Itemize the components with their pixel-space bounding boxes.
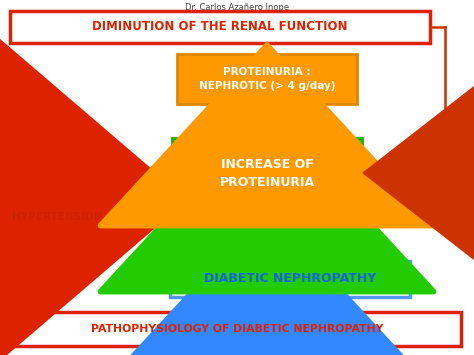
Text: DIMINUTION OF THE RENAL FUNCTION: DIMINUTION OF THE RENAL FUNCTION — [92, 21, 348, 33]
FancyBboxPatch shape — [177, 54, 357, 104]
FancyBboxPatch shape — [172, 138, 362, 208]
Text: PATHOPHYSIOLOGY OF DIABETIC NEPHROPATHY: PATHOPHYSIOLOGY OF DIABETIC NEPHROPATHY — [91, 324, 383, 334]
Text: Dr. Carlos Azañero Inope: Dr. Carlos Azañero Inope — [185, 2, 289, 11]
Text: HYPERTENSION: HYPERTENSION — [12, 212, 102, 222]
Text: DIABETIC NEPHROPATHY: DIABETIC NEPHROPATHY — [204, 273, 376, 285]
FancyBboxPatch shape — [170, 261, 410, 297]
FancyBboxPatch shape — [13, 312, 461, 346]
FancyBboxPatch shape — [10, 11, 430, 43]
Text: PROTEINURIA :
NEPHROTIC (> 4 g/day): PROTEINURIA : NEPHROTIC (> 4 g/day) — [199, 67, 335, 91]
Text: INCREASE OF
PROTEINURIA: INCREASE OF PROTEINURIA — [219, 158, 315, 189]
